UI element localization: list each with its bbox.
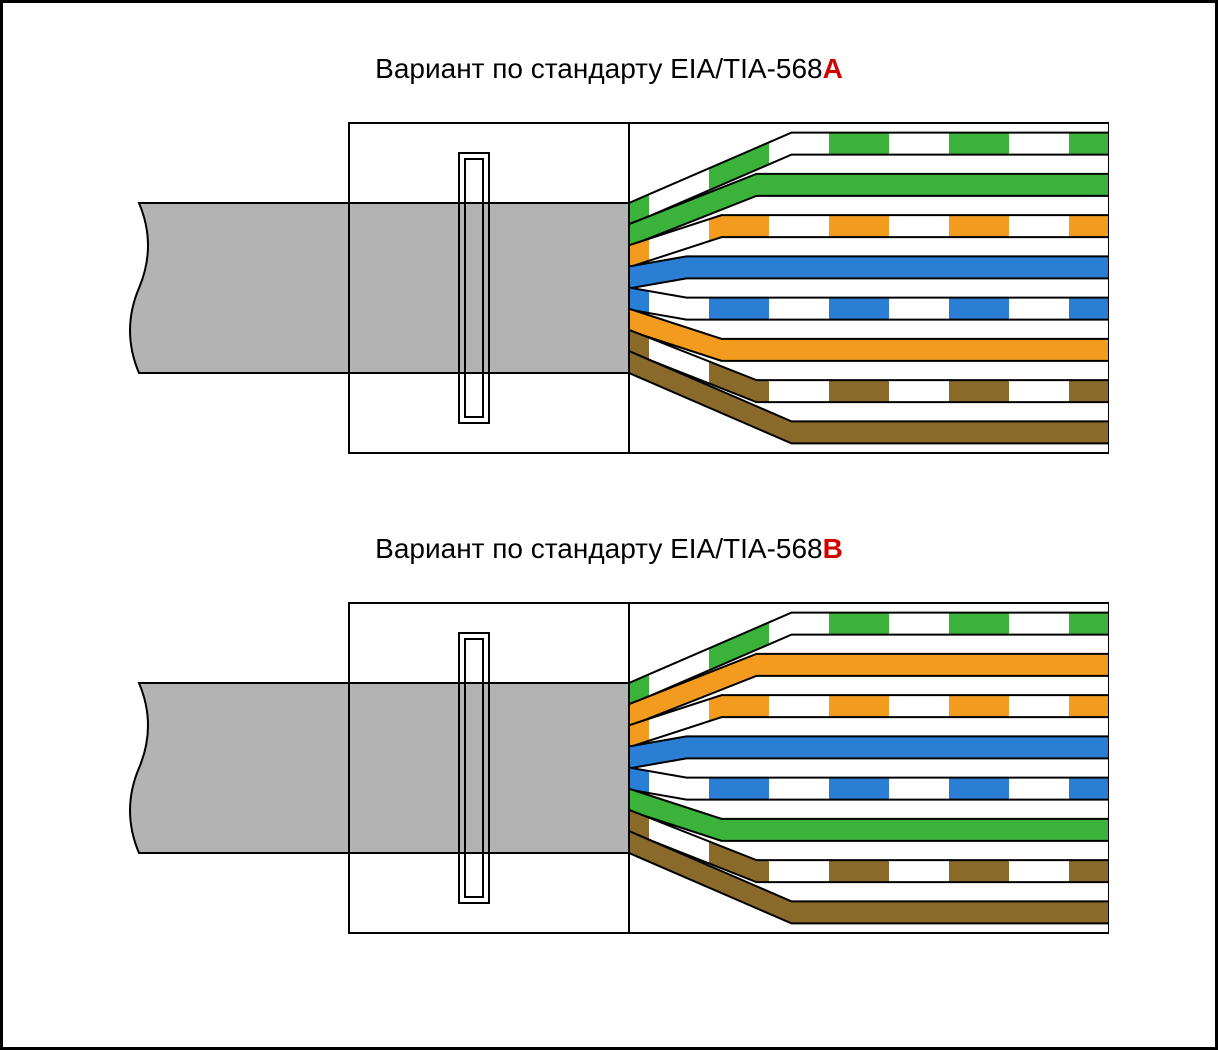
title-prefix: Вариант по стандарту EIA/TIA-568 [375,53,822,84]
diagram-568a [109,103,1109,478]
connector-diagram [109,103,1109,473]
page-frame: Вариант по стандарту EIA/TIA-568A Вариан… [0,0,1218,1050]
diagram-568b [109,583,1109,958]
title-suffix: A [823,53,843,84]
title-prefix: Вариант по стандарту EIA/TIA-568 [375,533,822,564]
title-568a: Вариант по стандарту EIA/TIA-568A [3,53,1215,85]
cable-jacket [130,203,629,373]
connector-diagram [109,583,1109,953]
cable-jacket [130,683,629,853]
title-suffix: B [823,533,843,564]
title-568b: Вариант по стандарту EIA/TIA-568B [3,533,1215,565]
